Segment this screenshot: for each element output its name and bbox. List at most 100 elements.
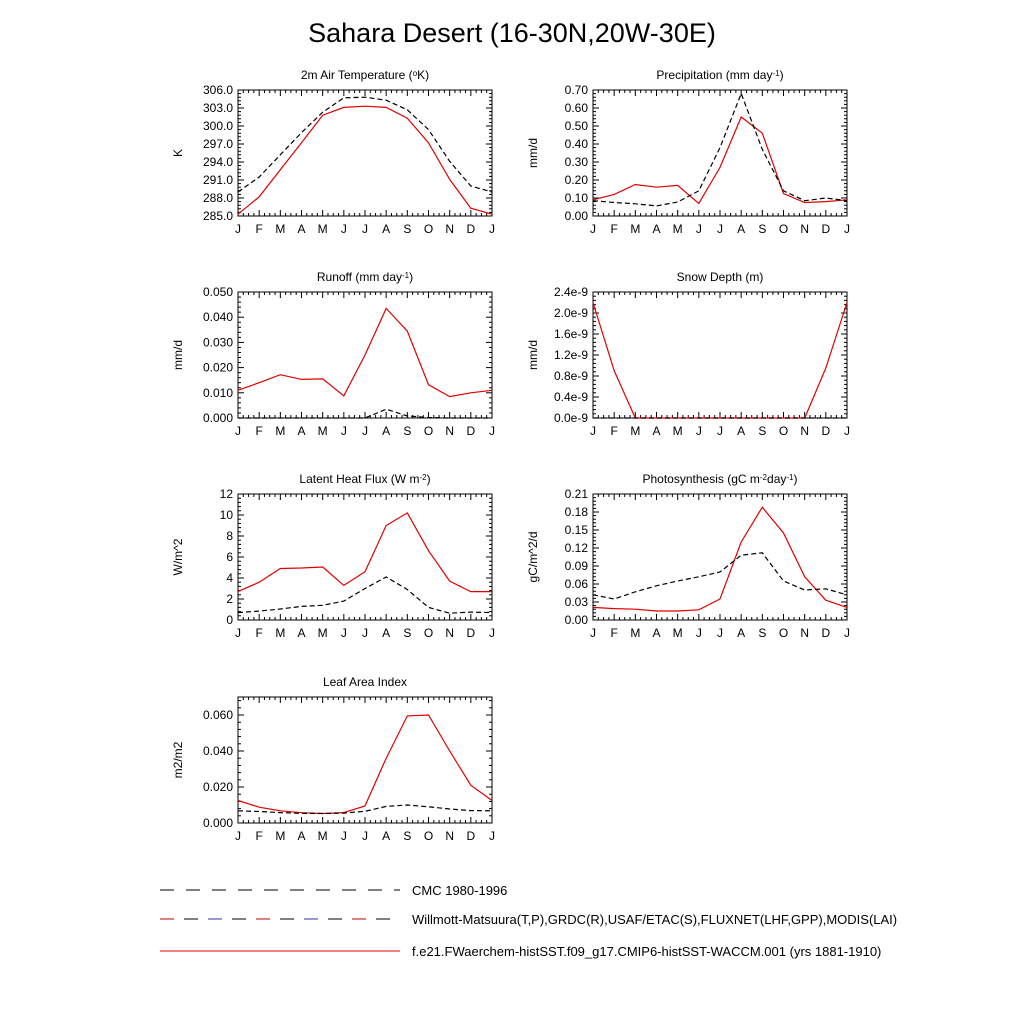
x-tick-label: N: [800, 424, 809, 438]
title-part: 2m Air Temperature (: [301, 68, 413, 82]
y-tick-label: 0.21: [565, 487, 589, 501]
title-part: Latent Heat Flux (W m: [299, 472, 419, 486]
y-tick-label: 0.12: [565, 541, 589, 555]
panel-1: J F M A M J J A S O N D J285.0288.0291.0294.0297.030…: [171, 68, 495, 236]
y-axis-label: K: [171, 149, 185, 157]
y-tick-label: 288.0: [203, 191, 233, 205]
legend-label: Willmott-Matsuura(T,P),GRDC(R),USAF/ETAC…: [412, 912, 897, 927]
title-part: ): [427, 472, 431, 486]
title-part: Precipitation (mm day: [656, 68, 772, 82]
x-tick-label: J: [362, 829, 368, 843]
x-tick-label: M: [630, 424, 640, 438]
obs-series-line: [592, 552, 848, 600]
legend-label: f.e21.FWaerchem-histSST.f09_g17.CMIP6-hi…: [412, 944, 881, 959]
y-tick-label: 0.30: [565, 155, 589, 169]
obs-series-line: [238, 408, 492, 419]
x-tick-label: J: [844, 626, 850, 640]
x-tick-label: J: [717, 222, 723, 236]
x-tick-label: M: [275, 829, 285, 843]
title-part: day: [767, 472, 786, 486]
x-tick-label: F: [610, 424, 617, 438]
title-part: K): [417, 68, 429, 82]
y-tick-label: 0.20: [565, 173, 589, 187]
x-tick-label: J: [341, 424, 347, 438]
x-tick-label: A: [652, 222, 660, 236]
y-tick-label: 0.40: [565, 137, 589, 151]
panel-6: J F M A M J J A S O N D J0.000.030.060.090.120.150.1…: [526, 472, 850, 640]
x-tick-label: A: [737, 626, 745, 640]
y-tick-label: 2: [226, 592, 233, 606]
y-axis-label: mm/d: [526, 340, 540, 370]
panel-title: 2m Air Temperature (oK): [301, 68, 429, 82]
x-tick-label: D: [821, 424, 830, 438]
title-superscript: -1: [772, 69, 780, 78]
x-tick-label: J: [341, 222, 347, 236]
panel-title: Runoff (mm day-1): [317, 270, 413, 284]
x-tick-label: A: [297, 626, 305, 640]
x-tick-label: J: [844, 424, 850, 438]
y-tick-label: 0.040: [203, 744, 233, 758]
x-tick-label: M: [673, 222, 683, 236]
x-tick-label: S: [403, 424, 411, 438]
model-series-line: [592, 506, 848, 612]
x-tick-label: D: [821, 626, 830, 640]
x-tick-label: A: [297, 829, 305, 843]
x-tick-label: S: [403, 626, 411, 640]
x-tick-label: M: [673, 626, 683, 640]
x-tick-label: D: [466, 626, 475, 640]
y-tick-label: 0.50: [565, 119, 589, 133]
x-tick-label: D: [466, 829, 475, 843]
y-tick-label: 0.70: [565, 83, 589, 97]
x-tick-label: J: [362, 222, 368, 236]
title-part: Photosynthesis (gC m: [643, 472, 760, 486]
x-tick-label: S: [403, 222, 411, 236]
x-tick-label: J: [696, 626, 702, 640]
title-part: ): [409, 270, 413, 284]
title-part: ): [794, 472, 798, 486]
y-tick-label: 0.09: [565, 559, 589, 573]
x-tick-label: J: [341, 829, 347, 843]
y-tick-label: 6: [226, 550, 233, 564]
y-tick-label: 0.020: [203, 780, 233, 794]
y-tick-label: 8: [226, 529, 233, 543]
y-axis-label: mm/d: [526, 138, 540, 168]
x-tick-label: F: [610, 626, 617, 640]
title-superscript: -1: [402, 271, 410, 280]
y-tick-label: 2.0e-9: [554, 306, 588, 320]
x-tick-label: M: [275, 222, 285, 236]
x-tick-label: O: [424, 829, 433, 843]
y-tick-label: 0.06: [565, 577, 589, 591]
y-tick-label: 300.0: [203, 119, 233, 133]
x-tick-label: S: [758, 626, 766, 640]
x-tick-label: A: [737, 424, 745, 438]
x-tick-label: N: [445, 222, 454, 236]
y-tick-label: 0.4e-9: [554, 390, 588, 404]
x-tick-label: F: [255, 424, 262, 438]
model-series-line: [592, 302, 848, 419]
y-tick-label: 1.2e-9: [554, 348, 588, 362]
x-tick-label: J: [235, 626, 241, 640]
model-series-line: [237, 512, 492, 593]
y-tick-label: 0.10: [565, 191, 589, 205]
model-series-line: [237, 105, 493, 215]
panel-title: Photosynthesis (gC m-2day-1): [643, 472, 798, 486]
x-tick-label: J: [590, 626, 596, 640]
x-tick-label: A: [737, 222, 745, 236]
panel-2: J F M A M J J A S O N D J0.000.100.200.300.400.500.6…: [526, 68, 850, 236]
y-axis-label: W/m^2: [171, 538, 185, 575]
x-tick-label: N: [445, 424, 454, 438]
x-tick-label: M: [275, 626, 285, 640]
title-superscript: -1: [786, 473, 794, 482]
x-tick-label: N: [445, 829, 454, 843]
panel-4: J F M A M J J A S O N D J0.0e-90.4e-90.8e-91.2e-91.6…: [526, 270, 850, 438]
title-part: Runoff (mm day: [317, 270, 402, 284]
figure-title: Sahara Desert (16-30N,20W-30E): [308, 18, 716, 48]
x-tick-label: J: [362, 626, 368, 640]
x-tick-label: J: [590, 222, 596, 236]
y-tick-label: 4: [226, 571, 233, 585]
x-tick-label: J: [844, 222, 850, 236]
panel-3: J F M A M J J A S O N D J0.0000.0100.0200.0300.0400.…: [171, 270, 495, 438]
